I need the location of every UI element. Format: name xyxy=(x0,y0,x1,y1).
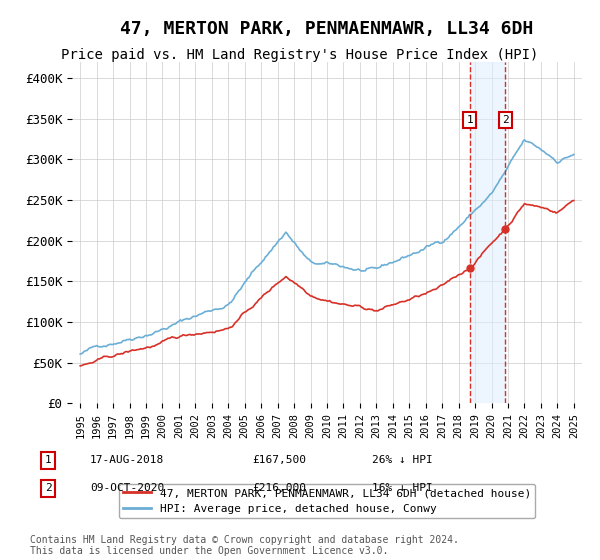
Legend: 47, MERTON PARK, PENMAENMAWR, LL34 6DH (detached house), HPI: Average price, det: 47, MERTON PARK, PENMAENMAWR, LL34 6DH (… xyxy=(119,484,535,519)
Text: 09-OCT-2020: 09-OCT-2020 xyxy=(90,483,164,493)
Text: 17-AUG-2018: 17-AUG-2018 xyxy=(90,455,164,465)
Text: 2: 2 xyxy=(44,483,52,493)
Text: 16% ↓ HPI: 16% ↓ HPI xyxy=(372,483,433,493)
Text: £216,000: £216,000 xyxy=(252,483,306,493)
Title: 47, MERTON PARK, PENMAENMAWR, LL34 6DH: 47, MERTON PARK, PENMAENMAWR, LL34 6DH xyxy=(121,20,533,38)
Text: Contains HM Land Registry data © Crown copyright and database right 2024.
This d: Contains HM Land Registry data © Crown c… xyxy=(30,535,459,557)
Text: 2: 2 xyxy=(502,115,509,125)
Bar xyxy=(470,62,505,403)
Text: 1: 1 xyxy=(44,455,52,465)
Text: 1: 1 xyxy=(466,115,473,125)
Text: 26% ↓ HPI: 26% ↓ HPI xyxy=(372,455,433,465)
Text: £167,500: £167,500 xyxy=(252,455,306,465)
Text: Price paid vs. HM Land Registry's House Price Index (HPI): Price paid vs. HM Land Registry's House … xyxy=(61,48,539,62)
